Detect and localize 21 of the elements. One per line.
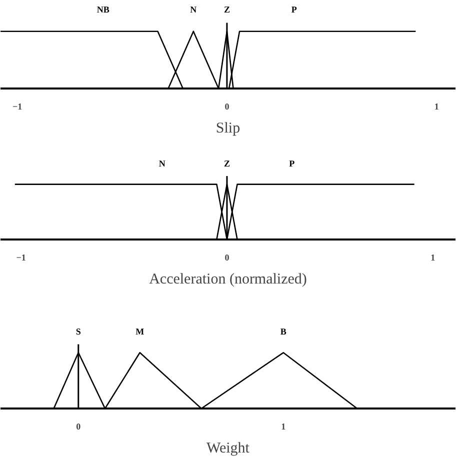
x-tick-label: 1	[434, 102, 440, 112]
x-tick-label: 0	[224, 252, 230, 262]
x-tick-label: 1	[430, 252, 436, 262]
series-label: P	[291, 4, 298, 15]
x-tick-label: −1	[12, 102, 23, 112]
x-axis-title: Weight	[206, 440, 250, 456]
series-label: Z	[224, 158, 230, 168]
x-tick-label: 0	[224, 102, 230, 112]
series-label: S	[76, 326, 81, 336]
series-label: NB	[96, 4, 110, 15]
series-label: M	[136, 326, 145, 336]
series-label: P	[289, 158, 296, 168]
series-label: B	[280, 326, 286, 336]
x-axis-title: Acceleration (normalized)	[149, 272, 307, 288]
series-label: N	[158, 158, 166, 168]
x-tick-label: 1	[281, 422, 286, 432]
series-label: N	[190, 4, 198, 15]
x-tick-label: 0	[76, 422, 82, 432]
series-label: Z	[224, 4, 230, 15]
x-tick-label: −1	[16, 252, 26, 262]
x-axis-title: Slip	[216, 120, 240, 136]
